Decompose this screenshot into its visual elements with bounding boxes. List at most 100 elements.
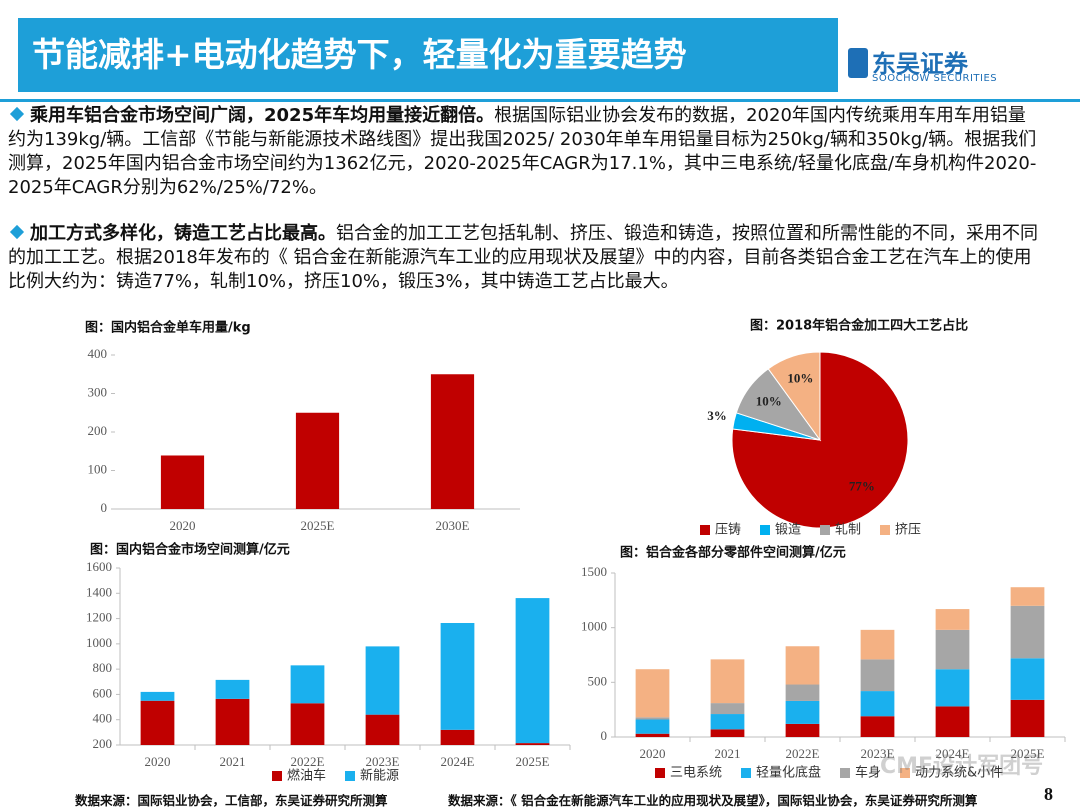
bullet-lead: 加工方式多样化，铸造工艺占比最高。 <box>30 223 336 244</box>
x-tick-label: 2020 <box>145 754 171 769</box>
legend-swatch <box>820 525 830 535</box>
bar-segment <box>935 629 970 670</box>
y-tick-label: 100 <box>88 461 108 476</box>
bar-segment <box>785 646 820 685</box>
y-tick-label: 300 <box>88 384 108 399</box>
y-tick-label: 1200 <box>86 610 112 625</box>
bar-segment <box>515 743 550 745</box>
chart-title: 图：国内铝合金市场空间测算/亿元 <box>90 542 290 558</box>
data-label: 10% <box>756 394 782 409</box>
bar-segment <box>785 723 820 737</box>
legend-swatch <box>272 771 282 781</box>
bar-segment <box>710 729 745 737</box>
bar-segment <box>860 629 895 660</box>
bar-segment <box>710 659 745 704</box>
legend-label: 三电系统 <box>670 766 722 781</box>
x-tick-label: 2025E <box>516 754 550 769</box>
legend-swatch <box>655 768 665 778</box>
y-tick-label: 1500 <box>581 564 607 579</box>
bullet-text: 铝合金的加工工艺包括轧制、挤压、锻造和铸造，按照位置和所需性能的不同，采用不同的… <box>8 223 1038 292</box>
page-number: 8 <box>1044 784 1053 804</box>
x-tick-label: 2024E <box>936 746 970 761</box>
y-tick-label: 200 <box>93 736 113 751</box>
data-label: 10% <box>787 371 813 386</box>
y-tick-label: 0 <box>101 500 108 515</box>
y-tick-label: 1000 <box>581 619 607 634</box>
y-tick-label: 1000 <box>86 635 112 650</box>
legend-swatch <box>345 771 355 781</box>
y-tick-label: 200 <box>88 423 108 438</box>
bar-segment <box>710 703 745 715</box>
chart-title: 图：铝合金各部分零部件空间测算/亿元 <box>620 545 846 561</box>
bar-segment <box>440 729 475 745</box>
legend-label: 燃油车 <box>287 768 326 784</box>
bullet-lead: 乘用车铝合金市场空间广阔，2025年车均用量接近翻倍。 <box>30 105 495 126</box>
legend-label: 轻量化底盘 <box>756 765 821 781</box>
legend-swatch <box>840 768 850 778</box>
x-tick-label: 2025E <box>301 518 335 533</box>
bar-segment <box>365 714 400 745</box>
bar-segment <box>1010 605 1045 659</box>
bar <box>160 455 205 509</box>
header-rule <box>0 99 1080 102</box>
y-tick-label: 600 <box>93 685 113 700</box>
x-tick-label: 2023E <box>366 754 400 769</box>
bar-segment <box>1010 587 1045 606</box>
legend-label: 压铸 <box>715 522 741 538</box>
legend-swatch <box>760 525 770 535</box>
watermark: CME设计军团号 <box>880 754 1044 779</box>
chart-title: 图：2018年铝合金加工四大工艺占比 <box>750 318 968 334</box>
legend-label: 轧制 <box>835 523 861 538</box>
bar-segment <box>440 622 475 730</box>
bullet: 加工方式多样化，铸造工艺占比最高。铝合金的加工工艺包括轧制、挤压、锻造和铸造，按… <box>8 222 1043 294</box>
bar-segment <box>140 691 175 701</box>
logo-subtext: SOOCHOW SECURITIES <box>872 73 998 84</box>
bar-segment <box>635 669 670 718</box>
slide-title: 节能减排+电动化趋势下，轻量化为重要趋势 <box>18 18 838 92</box>
bar-segment <box>1010 658 1045 700</box>
chart-title: 图：国内铝合金单车用量/kg <box>85 320 251 336</box>
bar-segment <box>710 714 745 730</box>
x-tick-label: 2025E <box>1011 746 1045 761</box>
bar-segment <box>215 679 250 699</box>
x-tick-label: 2021 <box>220 754 246 769</box>
x-tick-label: 2020 <box>170 518 196 533</box>
y-tick-label: 0 <box>601 728 608 743</box>
logo-icon <box>848 48 868 78</box>
bar-segment <box>935 609 970 630</box>
x-tick-label: 2023E <box>861 746 895 761</box>
x-tick-label: 2024E <box>441 754 475 769</box>
y-tick-label: 500 <box>588 673 608 688</box>
legend-swatch <box>700 525 710 535</box>
bar-segment <box>785 684 820 701</box>
bar-segment <box>860 716 895 737</box>
x-tick-label: 2021 <box>715 746 741 761</box>
bar-segment <box>290 665 325 704</box>
bar-segment <box>635 717 670 720</box>
bar-segment <box>635 733 670 737</box>
legend-label: 动力系统&小件 <box>915 766 1003 781</box>
bar-segment <box>860 659 895 692</box>
legend-label: 新能源 <box>360 768 399 784</box>
bar-segment <box>1010 699 1045 737</box>
bar <box>295 412 340 509</box>
source-note: 数据来源：国际铝业协会，工信部，东吴证券研究所测算 <box>75 793 388 808</box>
bar <box>430 374 475 509</box>
data-label: 77% <box>849 479 875 494</box>
legend-swatch <box>880 525 890 535</box>
y-tick-label: 1400 <box>86 584 112 599</box>
legend-label: 锻造 <box>775 523 801 538</box>
pie-slice <box>767 351 821 442</box>
bar-segment <box>290 703 325 745</box>
x-tick-label: 2022E <box>786 746 820 761</box>
bullet: 乘用车铝合金市场空间广阔，2025年车均用量接近翻倍。根据国际铝业协会发布的数据… <box>8 104 1043 200</box>
bar-segment <box>935 669 970 707</box>
data-label: 3% <box>707 408 727 423</box>
y-tick-label: 400 <box>88 346 108 361</box>
legend-label: 车身 <box>855 765 881 781</box>
bar-segment <box>785 700 820 724</box>
legend-swatch <box>741 768 751 778</box>
bar-segment <box>635 719 670 734</box>
